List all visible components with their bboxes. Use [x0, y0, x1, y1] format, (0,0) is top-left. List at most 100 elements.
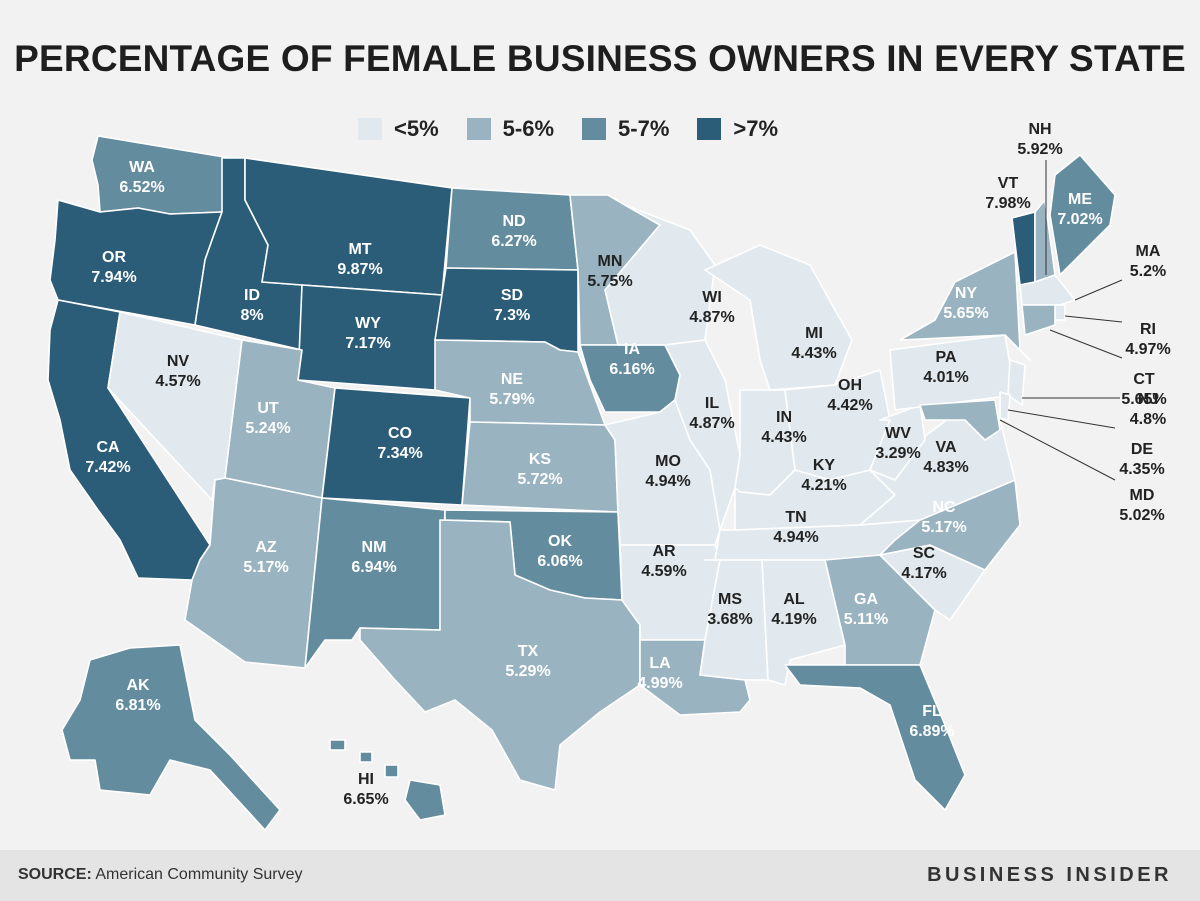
leader-line-md [999, 419, 1116, 481]
state-ak [61, 644, 281, 831]
state-value-label: 7.94% [91, 269, 136, 286]
state-value-label: 7.42% [85, 459, 130, 476]
state-code-label: GA [854, 591, 878, 608]
state-code-label: DE [1131, 441, 1154, 458]
state-value-label: 6.06% [537, 553, 582, 570]
legend-label: >7% [733, 116, 779, 141]
leader-lines [999, 160, 1123, 481]
state-mi [704, 244, 853, 391]
leader-line-de [1007, 409, 1116, 429]
legend-item-over-7: >7% [697, 116, 778, 142]
state-code-label: ME [1068, 191, 1092, 208]
legend-label: 5-6% [502, 116, 555, 141]
state-value-label: 5.75% [587, 273, 632, 290]
state-code-label: NE [501, 371, 524, 388]
state-value-label: 5.65% [943, 305, 988, 322]
state-me [1049, 154, 1116, 276]
state-value-label: 5.17% [243, 559, 288, 576]
state-value-label: 6.94% [351, 559, 396, 576]
state-va [859, 409, 1016, 526]
state-value-label: 4.97% [1125, 341, 1170, 358]
state-code-label: WA [129, 159, 155, 176]
state-code-label: NC [932, 499, 956, 516]
state-value-label: 5.02% [1119, 507, 1164, 524]
state-value-label: 7.34% [377, 445, 422, 462]
state-value-label: 5.65% [1121, 391, 1166, 408]
legend-label: 5-7% [618, 116, 670, 141]
state-value-label: 5.17% [921, 519, 966, 536]
state-value-label: 6.16% [609, 361, 654, 378]
state-code-label: RI [1140, 321, 1156, 338]
state-code-label: MO [655, 453, 681, 470]
leader-line-ma [1074, 279, 1123, 301]
state-value-label: 4.83% [923, 459, 968, 476]
source-label: SOURCE: [18, 866, 92, 883]
footer: SOURCE: American Community Survey BUSINE… [0, 850, 1200, 901]
state-value-label: 6.81% [115, 697, 160, 714]
state-value-label: 4.99% [637, 675, 682, 692]
state-value-label: 4.87% [689, 415, 734, 432]
state-value-label: 4.01% [923, 369, 968, 386]
state-code-label: WV [885, 425, 911, 442]
state-value-label: 4.43% [791, 345, 836, 362]
state-value-label: 4.42% [827, 397, 872, 414]
brand-logo: BUSINESS INSIDER [927, 864, 1172, 886]
state-code-label: IA [624, 341, 640, 358]
state-value-label: 4.35% [1119, 461, 1164, 478]
state-value-label: 6.27% [491, 233, 536, 250]
state-code-label: VT [998, 175, 1019, 192]
leader-line-ct [1049, 329, 1123, 359]
state-code-label: MT [348, 241, 371, 258]
state-value-label: 6.52% [119, 179, 164, 196]
legend-item-5-7: 5-7% [582, 116, 669, 142]
state-value-label: 5.79% [489, 391, 534, 408]
state-ri [1054, 304, 1066, 321]
state-code-label: ND [502, 213, 525, 230]
state-value-label: 5.29% [505, 663, 550, 680]
state-code-label: VA [935, 439, 956, 456]
state-code-label: TX [518, 643, 539, 660]
legend-item-under-5: <5% [358, 116, 439, 142]
state-code-label: OR [102, 249, 126, 266]
state-hi [329, 739, 446, 821]
state-value-label: 5.72% [517, 471, 562, 488]
state-value-label: 4.87% [689, 309, 734, 326]
state-code-label: KS [529, 451, 552, 468]
legend-label: <5% [394, 116, 439, 141]
state-value-label: 6.65% [343, 791, 388, 808]
state-de [999, 391, 1011, 421]
state-code-label: WY [355, 315, 381, 332]
state-code-label: MA [1136, 243, 1161, 260]
state-code-label: OK [548, 533, 572, 550]
state-nc [879, 479, 1021, 571]
state-code-label: CA [96, 439, 120, 456]
state-value-label: 4.43% [761, 429, 806, 446]
state-code-label: MS [718, 591, 742, 608]
legend-swatch [697, 118, 722, 140]
state-value-label: 4.17% [901, 565, 946, 582]
state-code-label: OH [838, 377, 862, 394]
state-code-label: AZ [255, 539, 277, 556]
state-wa [91, 135, 231, 215]
state-code-label: NJ [1138, 391, 1158, 408]
source-note: SOURCE: American Community Survey [18, 866, 303, 884]
state-code-label: SD [501, 287, 523, 304]
state-value-label: 5.2% [1130, 263, 1166, 280]
state-code-label: NV [167, 353, 190, 370]
state-value-label: 5.92% [1017, 141, 1062, 158]
state-ca [47, 299, 211, 581]
state-code-label: LA [649, 655, 671, 672]
state-code-label: KY [813, 457, 836, 474]
state-code-label: ID [244, 287, 260, 304]
us-map: WA 6.52% OR 7.94% CA 7.42% NV 4.57% ID 8% MT 9.87% W… [47, 121, 1171, 831]
state-value-label: 7.02% [1057, 211, 1102, 228]
state-tx [359, 519, 641, 791]
state-ny [899, 251, 1031, 361]
state-value-label: 4.59% [641, 563, 686, 580]
state-code-label: PA [935, 349, 956, 366]
state-value-label: 5.24% [245, 420, 290, 437]
source-text: American Community Survey [95, 866, 303, 883]
legend: <5% 5-6% 5-7% >7% [358, 116, 778, 142]
state-code-label: SC [913, 545, 936, 562]
legend-item-5-6: 5-6% [466, 116, 555, 142]
